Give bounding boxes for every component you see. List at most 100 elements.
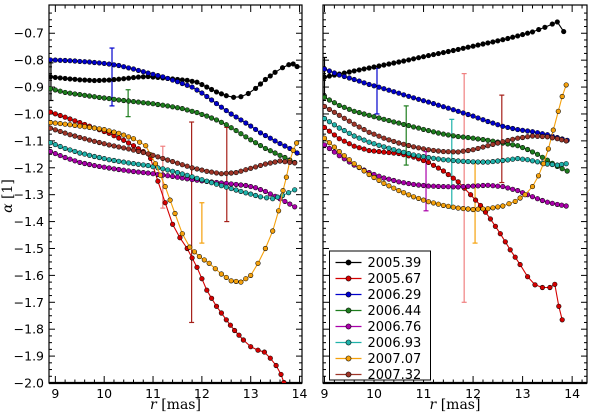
data-point bbox=[361, 80, 367, 86]
data-point bbox=[376, 173, 382, 179]
y-tick-label: −1.1 bbox=[14, 133, 44, 148]
data-point bbox=[430, 183, 437, 189]
legend-entry: 2007.32 bbox=[335, 368, 421, 383]
data-point bbox=[495, 38, 501, 44]
data-point bbox=[52, 127, 58, 133]
data-point bbox=[248, 165, 254, 171]
data-point bbox=[351, 68, 357, 74]
data-point bbox=[485, 143, 491, 149]
data-point bbox=[559, 161, 565, 167]
x-axis-label-unit: [mas] bbox=[157, 397, 201, 413]
data-point bbox=[512, 198, 518, 204]
data-point bbox=[253, 126, 259, 132]
y-tick-label: −1.6 bbox=[14, 268, 44, 283]
data-point bbox=[371, 114, 377, 120]
data-point bbox=[253, 192, 259, 199]
data-point bbox=[121, 159, 127, 165]
data-point bbox=[540, 161, 546, 167]
data-point bbox=[184, 82, 190, 88]
data-point bbox=[62, 145, 68, 151]
data-point bbox=[116, 135, 122, 141]
data-point bbox=[184, 172, 190, 178]
x-axis-label-unit: [mas] bbox=[436, 397, 480, 413]
data-point bbox=[243, 190, 249, 196]
data-point bbox=[174, 79, 181, 85]
data-point bbox=[135, 67, 141, 73]
data-point bbox=[411, 194, 417, 200]
data-point bbox=[290, 61, 296, 67]
x-axis-label: r [mas] bbox=[430, 397, 481, 413]
data-point bbox=[204, 113, 210, 119]
data-point bbox=[228, 278, 234, 284]
data-point bbox=[406, 123, 412, 129]
error-bar bbox=[499, 94, 505, 184]
data-point bbox=[549, 161, 555, 168]
data-point bbox=[52, 87, 58, 93]
series-2007.32 bbox=[323, 103, 569, 155]
data-point bbox=[255, 347, 261, 353]
data-point bbox=[96, 163, 102, 169]
data-point bbox=[435, 51, 441, 57]
data-point bbox=[82, 160, 88, 167]
data-point bbox=[62, 121, 68, 127]
legend-label: 2005.67 bbox=[368, 272, 422, 287]
data-point bbox=[257, 162, 264, 168]
data-point bbox=[331, 100, 337, 106]
data-point bbox=[52, 74, 58, 80]
data-point bbox=[238, 188, 244, 194]
data-point bbox=[228, 186, 234, 192]
data-point bbox=[361, 111, 367, 117]
plot-area bbox=[323, 19, 570, 323]
data-point bbox=[223, 122, 229, 128]
data-point bbox=[406, 57, 412, 63]
data-point bbox=[236, 332, 242, 338]
data-point bbox=[272, 150, 278, 156]
data-point bbox=[194, 79, 200, 85]
data-point bbox=[475, 206, 481, 212]
data-point bbox=[218, 91, 224, 97]
data-point bbox=[520, 134, 526, 141]
data-point bbox=[331, 109, 337, 115]
data-point bbox=[545, 146, 551, 152]
data-point bbox=[282, 143, 288, 149]
data-point bbox=[253, 140, 259, 146]
data-point bbox=[529, 158, 536, 164]
data-point bbox=[189, 255, 195, 261]
error-bar bbox=[374, 67, 380, 115]
data-point bbox=[341, 104, 347, 110]
data-point bbox=[559, 202, 565, 208]
x-tick-label: 9 bbox=[51, 386, 59, 401]
data-point bbox=[554, 136, 560, 142]
data-point bbox=[126, 75, 132, 81]
data-point bbox=[534, 151, 541, 157]
data-point bbox=[49, 86, 54, 92]
data-point bbox=[556, 303, 562, 309]
data-point bbox=[155, 178, 161, 184]
data-point bbox=[194, 87, 200, 93]
data-point bbox=[323, 74, 328, 80]
data-point bbox=[77, 159, 83, 165]
data-point bbox=[270, 228, 276, 234]
data-point bbox=[510, 136, 516, 142]
series-2007.07 bbox=[323, 82, 569, 213]
data-point bbox=[480, 159, 486, 165]
data-point bbox=[67, 147, 73, 153]
data-point bbox=[77, 123, 83, 129]
data-point bbox=[52, 111, 58, 117]
data-point bbox=[77, 150, 83, 156]
data-point bbox=[465, 135, 471, 141]
series-2005.67 bbox=[323, 124, 565, 323]
data-point bbox=[101, 95, 107, 101]
data-point bbox=[209, 86, 215, 93]
data-point bbox=[248, 123, 254, 129]
data-point bbox=[376, 142, 382, 148]
data-point bbox=[290, 147, 296, 153]
data-point bbox=[218, 271, 224, 277]
data-point bbox=[440, 168, 446, 174]
data-point bbox=[287, 159, 293, 165]
data-point bbox=[539, 154, 545, 160]
data-point bbox=[174, 160, 181, 166]
data-point bbox=[72, 118, 78, 124]
data-point bbox=[411, 56, 417, 62]
data-point bbox=[554, 19, 560, 25]
